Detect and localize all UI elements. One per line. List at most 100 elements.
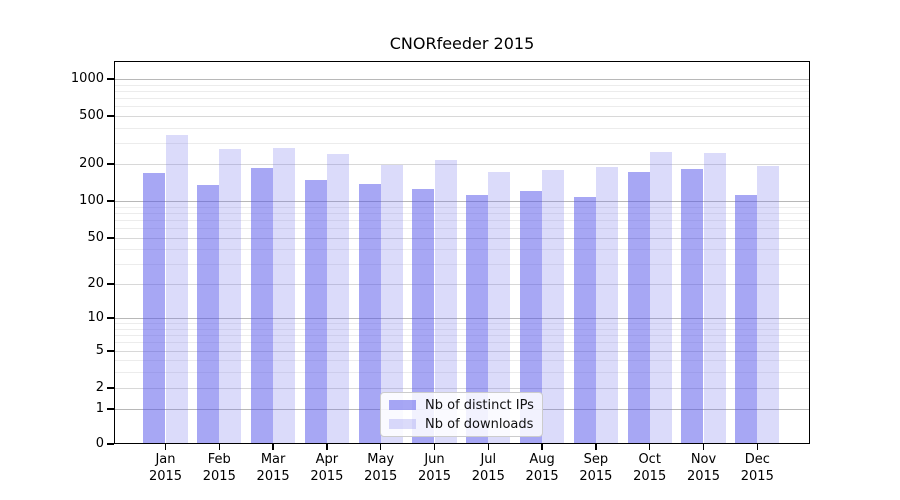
bar-ips-jul	[466, 195, 489, 444]
gridline-minor	[114, 249, 810, 251]
bar-downloads-feb	[219, 149, 242, 444]
legend-swatch-ips-icon	[389, 400, 416, 410]
legend-swatch-downloads-icon	[389, 419, 416, 429]
gridline-major	[114, 318, 810, 319]
y-tick-mark	[107, 78, 114, 80]
gridline-minor	[114, 98, 810, 100]
gridline-major	[114, 388, 810, 389]
x-tick-mark	[218, 444, 221, 450]
bar-ips-aug	[519, 190, 543, 444]
bar-ips-nov	[681, 169, 704, 444]
bar-downloads-jun	[434, 159, 457, 444]
x-tick-mark	[702, 444, 705, 450]
gridline-minor	[114, 106, 810, 108]
gridline-minor	[114, 360, 810, 361]
y-tick-mark	[107, 317, 114, 319]
x-tick-mark	[379, 444, 382, 450]
y-tick-label: 1	[95, 401, 104, 416]
y-tick-label: 50	[87, 230, 104, 245]
gridline-minor	[114, 212, 810, 214]
bar-ips-jun	[412, 189, 435, 444]
x-tick-label: Jun 2015	[417, 452, 452, 484]
legend-label-downloads: Nb of downloads	[425, 416, 534, 432]
x-tick-mark	[541, 444, 543, 450]
y-tick-label: 0	[95, 436, 104, 451]
x-tick-label: Jan 2015	[148, 452, 183, 484]
x-tick-mark	[326, 444, 328, 450]
gridline-major	[114, 116, 810, 117]
bar-downloads-dec	[757, 165, 780, 444]
y-tick-mark	[107, 163, 114, 165]
x-tick-label: Feb 2015	[202, 452, 236, 484]
bar-downloads-may	[380, 164, 403, 444]
bar-downloads-aug	[542, 169, 565, 444]
y-tick-label: 5	[95, 343, 104, 358]
gridline-minor	[114, 90, 810, 92]
y-tick-mark	[107, 350, 114, 352]
x-tick-mark	[433, 444, 436, 450]
x-tick-mark	[648, 444, 651, 450]
x-tick-mark	[164, 444, 167, 450]
legend-label-distinct-ips: Nb of distinct IPs	[425, 397, 534, 413]
gridline-minor	[114, 328, 810, 330]
gridline-major	[114, 238, 810, 239]
x-tick-label: Mar 2015	[256, 452, 290, 484]
x-tick-mark	[595, 444, 597, 450]
y-tick-mark	[107, 283, 114, 285]
y-tick-mark	[107, 443, 114, 445]
bar-ips-may	[358, 184, 381, 444]
x-tick-mark	[487, 444, 490, 450]
x-tick-label: Aug 2015	[525, 452, 559, 484]
bar-downloads-mar	[273, 148, 296, 444]
gridline-minor	[114, 342, 810, 344]
gridline-minor	[114, 323, 810, 325]
gridline-minor	[114, 142, 810, 144]
x-tick-label: Dec 2015	[740, 452, 774, 484]
gridline-minor	[114, 206, 810, 208]
x-tick-mark	[272, 444, 274, 450]
bar-downloads-oct	[649, 152, 672, 444]
bar-ips-jan	[143, 172, 166, 444]
legend: Nb of distinct IPs Nb of downloads	[380, 392, 543, 437]
bar-ips-mar	[250, 167, 274, 444]
gridline-minor	[114, 334, 810, 336]
gridline-minor	[114, 371, 810, 373]
bar-downloads-jan	[165, 135, 188, 444]
gridline-major	[114, 164, 810, 165]
y-tick-mark	[107, 115, 114, 117]
x-tick-mark	[756, 444, 759, 450]
gridline-major	[114, 284, 810, 285]
bar-ips-oct	[627, 172, 650, 444]
bar-ips-dec	[735, 194, 758, 444]
y-tick-label: 1000	[70, 71, 104, 86]
gridline-minor	[114, 220, 810, 222]
y-tick-mark	[107, 408, 114, 410]
gridline-major	[114, 201, 810, 202]
y-tick-label: 20	[87, 276, 104, 291]
y-tick-mark	[107, 237, 114, 239]
gridline-major	[114, 351, 810, 352]
legend-item-downloads: Nb of downloads	[381, 417, 542, 432]
bar-downloads-apr	[326, 154, 350, 444]
y-tick-mark	[107, 387, 114, 389]
y-tick-label: 100	[79, 193, 104, 208]
gridline-minor	[114, 127, 810, 129]
legend-item-distinct-ips: Nb of distinct IPs	[381, 398, 542, 413]
y-tick-label: 500	[79, 108, 104, 123]
y-tick-label: 200	[79, 156, 104, 171]
x-tick-label: Sep 2015	[579, 452, 613, 484]
x-tick-label: May 2015	[364, 452, 398, 484]
x-tick-label: Jul 2015	[471, 452, 505, 484]
bar-downloads-nov	[703, 153, 726, 444]
gridline-minor	[114, 84, 810, 86]
y-tick-label: 10	[87, 310, 104, 325]
x-tick-label: Apr 2015	[310, 452, 344, 484]
plot-area: Nb of distinct IPs Nb of downloads 0 1 2 5 1…	[71, 61, 810, 484]
bar-ips-sep	[573, 197, 596, 444]
y-tick-mark	[107, 200, 114, 202]
bar-ips-feb	[197, 184, 220, 444]
gridline-major	[114, 79, 810, 80]
x-tick-label: Nov 2015	[686, 452, 721, 484]
x-tick-label: Oct 2015	[633, 452, 667, 484]
